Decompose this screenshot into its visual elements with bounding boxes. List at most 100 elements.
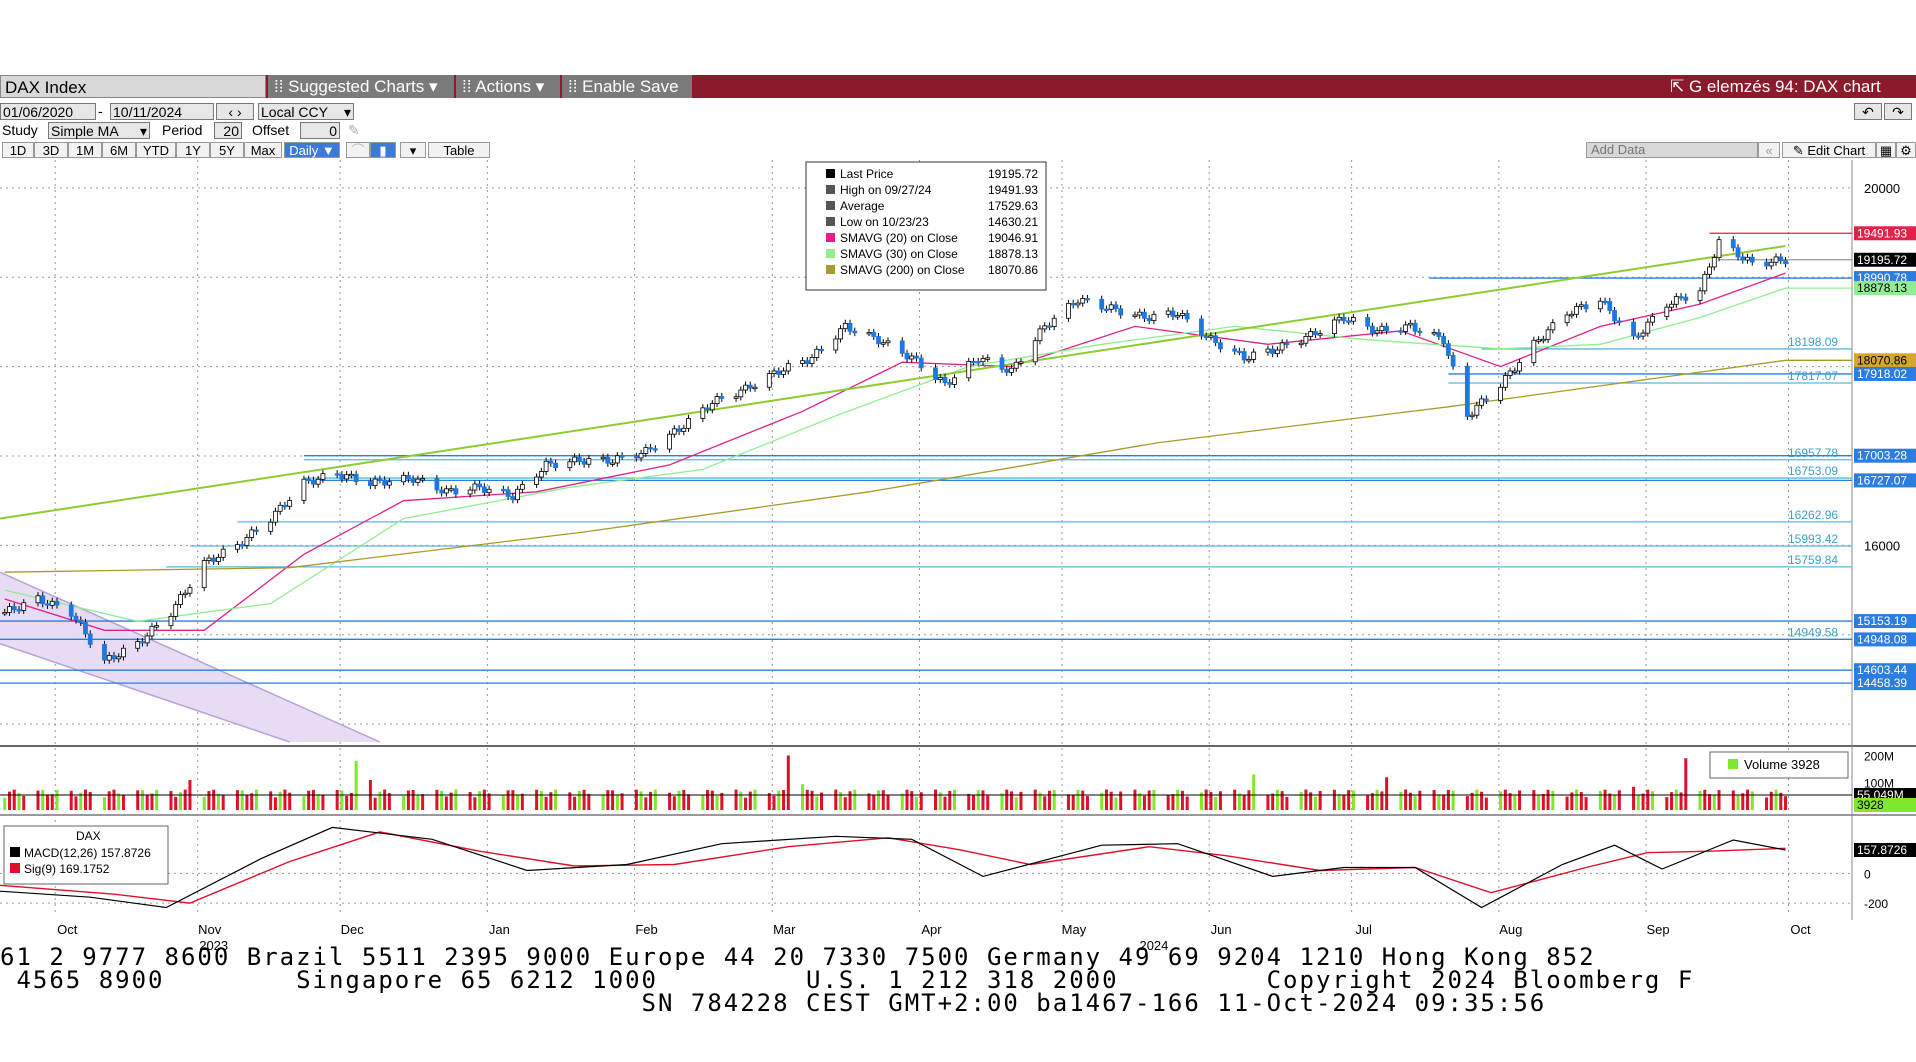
collapse-left-icon[interactable]: « [1758,142,1780,158]
candle-body [45,603,50,606]
candle-body [453,488,459,495]
candle-body [486,488,492,493]
actions-menu[interactable]: ⁞⁞ Actions ▾ [456,75,560,98]
add-data-input[interactable] [1586,142,1758,158]
pencil-icon[interactable]: ✎ [348,122,360,138]
range-button-1y[interactable]: 1Y [176,142,210,158]
start-date-input[interactable]: 01/06/2020 [0,103,96,120]
range-button-5y[interactable]: 5Y [210,142,244,158]
candle-body [1184,313,1190,320]
candle-body [1270,348,1276,355]
period-label: Period [162,122,203,138]
candle-body [814,348,820,358]
legend-swatch [826,185,835,194]
table-button[interactable]: Table [428,142,490,158]
candle-body [434,478,440,491]
range-button-ytd[interactable]: YTD [136,142,176,158]
gear-icon[interactable]: ⚙ [1896,142,1916,158]
candle-body [235,544,240,550]
level-label-box [1854,448,1916,463]
redo-icon[interactable]: ↷ [1884,103,1912,120]
volume-bar [820,792,824,810]
candle-body [1583,304,1589,310]
volume-bar [17,792,21,810]
next-arrow-icon[interactable]: › [236,104,242,120]
volume-bar [378,791,382,810]
volume-bar [1731,790,1735,810]
candle-body [738,389,744,398]
candle-body [1730,239,1736,249]
x-tick-label: Dec [341,922,365,937]
volume-bar [1670,792,1674,810]
enable-save-button[interactable]: ⁞⁞ Enable Save [562,75,692,98]
price-legend[interactable]: Last Price 19195.72 High on 09/27/24 19491.… [805,161,1047,291]
candle-body [1450,355,1456,367]
range-button-max[interactable]: Max [244,142,282,158]
candle-body [315,478,321,485]
volume-bar [1446,789,1450,810]
volume-bar [1537,794,1541,810]
security-field[interactable]: DAX Index [0,75,266,98]
candle-body [809,357,815,365]
candle-body [405,474,411,480]
edit-chart-button[interactable]: ✎ Edit Chart [1782,142,1876,158]
candle-body [216,556,221,562]
chart-type-icon[interactable]: ▦ [1876,142,1896,158]
level-label-box [1854,676,1916,691]
undo-icon[interactable]: ↶ [1854,103,1882,120]
volume-bar [1266,795,1270,810]
candle-body [1066,302,1071,319]
candle-body [1047,325,1052,328]
offset-input[interactable]: 0 [300,122,340,139]
candle-body [638,453,644,459]
range-button-6m[interactable]: 6M [102,142,136,158]
volume-tick-label: 100M [1864,777,1894,791]
volume-bar [140,790,144,810]
line-style-icon[interactable]: ⌒ [346,142,370,158]
bar-style-icon[interactable]: ▮ [370,142,396,158]
volume-bar [1142,795,1146,810]
volume-bar [254,789,258,810]
volume-bar [250,793,254,810]
prev-arrow-icon[interactable]: ‹ [228,104,234,120]
candle-body [401,474,407,483]
candle-body [477,483,483,488]
frequency-select[interactable]: Daily ▼ [284,142,340,158]
volume-bar [7,791,11,810]
chevron-down-icon[interactable]: ▾ [400,142,426,158]
candle-body [1574,305,1579,315]
volume-bar [387,793,391,810]
range-button-3d[interactable]: 3D [34,142,68,158]
date-step-buttons[interactable]: ‹ › [216,103,254,120]
range-button-1m[interactable]: 1M [68,142,102,158]
volume-bar [349,792,353,810]
currency-select[interactable]: Local CCY ▾ [258,103,354,120]
end-date-input[interactable]: 10/11/2024 [110,103,214,120]
candle-body [1540,338,1546,342]
candle-body [842,322,848,330]
volume-bar [919,792,923,810]
price-axis: 20000 16000 [1864,181,1900,554]
candle-body [1317,333,1323,336]
candle-body [619,455,625,458]
volume-bar [487,793,491,810]
period-input[interactable]: 20 [214,122,242,139]
volume-bar [402,795,406,810]
volume-bar [668,792,672,810]
candle-body [415,478,421,483]
candle-body [1018,361,1024,364]
legend-row-label: Last Price [840,167,894,181]
candle-body [1241,351,1247,361]
range-button-1d[interactable]: 1D [2,142,34,158]
candle-body [1612,310,1617,322]
level-label-box [1854,281,1916,296]
external-link-icon[interactable]: ⇱ [1670,77,1689,96]
volume-bar [1546,789,1550,810]
candle-body [1474,404,1480,416]
volume-bar [102,797,106,810]
volume-bar [1133,789,1137,810]
study-select[interactable]: Simple MA ▾ [48,122,150,139]
x-tick-label: Jul [1355,922,1372,937]
legend-row-value: 19195.72 [988,167,1038,181]
suggested-charts-menu[interactable]: ⁞⁞ Suggested Charts ▾ [268,75,454,98]
